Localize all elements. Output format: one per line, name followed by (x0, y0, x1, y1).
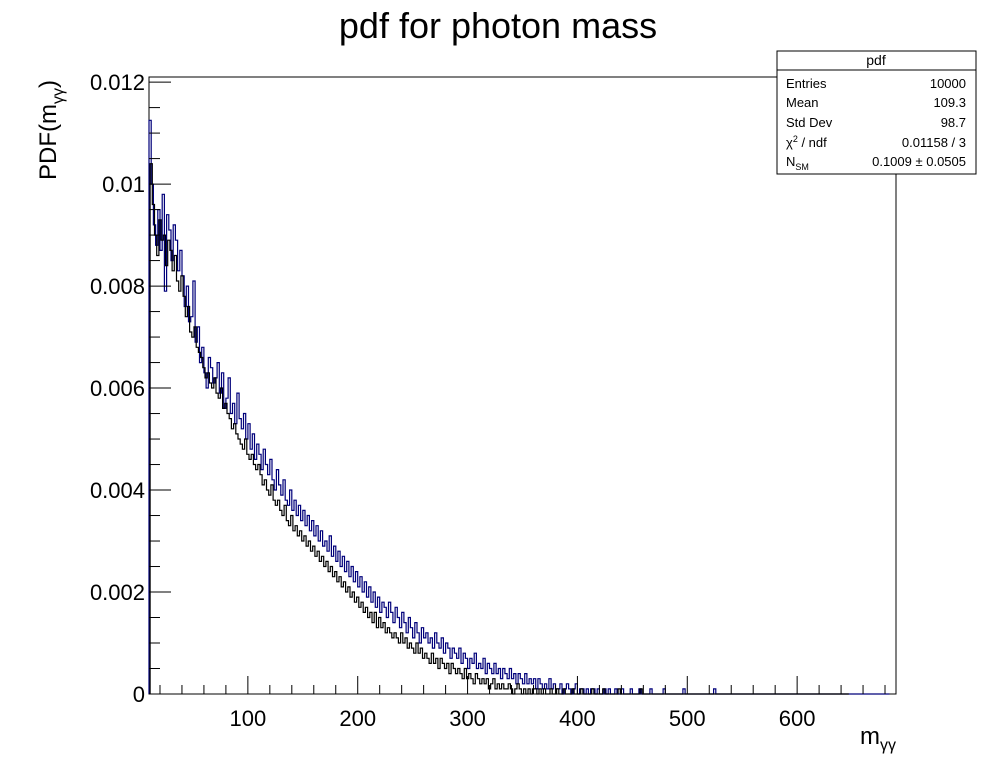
stats-mean-label: Mean (786, 95, 819, 110)
stats-entries-label: Entries (786, 76, 827, 91)
y-axis-title-main: PDF(m (35, 104, 62, 180)
x-tick-label: 200 (339, 706, 376, 731)
x-tick-label: 400 (559, 706, 596, 731)
stats-nsm-sub: SM (795, 162, 809, 172)
y-tick-label: 0.006 (90, 376, 145, 401)
stats-stddev-value: 98.7 (941, 115, 966, 130)
histogram-series-0 (148, 119, 890, 695)
y-axis-title-group: PDF(mγγ) (35, 80, 67, 180)
chart-title: pdf for photon mass (339, 5, 657, 46)
y-axis-title: PDF(mγγ) (35, 80, 67, 180)
stats-box-title: pdf (866, 52, 886, 68)
x-tick-label: 100 (230, 706, 267, 731)
stats-entries-value: 10000 (930, 76, 966, 91)
y-tick-label: 0.01 (102, 172, 145, 197)
y-tick-label: 0.002 (90, 580, 145, 605)
stats-nsm-value: 0.1009 ± 0.0505 (872, 154, 966, 169)
stats-chi2-rest: / ndf (798, 135, 827, 150)
stats-chi2-symbol: χ (786, 135, 793, 150)
stats-stddev-label: Std Dev (786, 115, 833, 130)
x-axis-title-main: m (860, 723, 880, 750)
y-tick-label: 0.004 (90, 478, 145, 503)
stats-chi2-label: χ2 / ndf (786, 134, 827, 150)
y-axis-title-close: ) (35, 80, 62, 88)
stats-box: pdf Entries 10000 Mean 109.3 Std Dev 98.… (776, 50, 977, 175)
x-tick-label: 500 (669, 706, 706, 731)
y-tick-label: 0.012 (90, 70, 145, 95)
x-tick-label: 300 (449, 706, 486, 731)
stats-chi2-sup: 2 (793, 134, 798, 144)
x-axis-title-sub: γγ (880, 737, 896, 754)
stats-box-frame (776, 50, 977, 175)
histogram-series-1 (149, 163, 849, 695)
stats-nsm-main: N (786, 154, 795, 169)
y-tick-label: 0 (133, 682, 145, 707)
x-tick-label: 600 (779, 706, 816, 731)
x-axis: 100 200 300 400 500 600 (159, 676, 886, 731)
histogram-group (148, 119, 890, 695)
y-axis: 0 0.002 0.004 0.006 0.008 0.01 0.012 (90, 70, 171, 707)
x-axis-title: mγγ (860, 723, 896, 754)
stats-mean-value: 109.3 (933, 95, 966, 110)
stats-chi2-value: 0.01158 / 3 (902, 135, 966, 150)
stats-nsm-label: NSM (786, 154, 809, 172)
y-tick-label: 0.008 (90, 274, 145, 299)
y-axis-title-sub: γγ (50, 88, 67, 104)
